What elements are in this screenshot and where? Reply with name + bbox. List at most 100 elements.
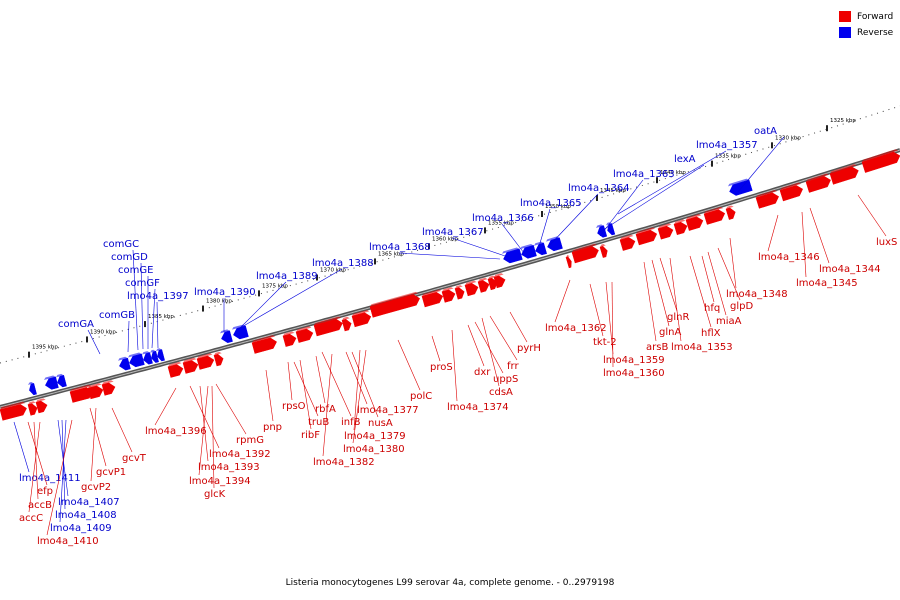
forward-gene-28: [635, 227, 658, 246]
reverse-gene-5-shade: [142, 351, 150, 355]
label-leader-above: [537, 208, 551, 251]
forward-gene-0-arrow: [0, 404, 27, 421]
gene-label-lmo4a_1363: lmo4a_1363: [613, 169, 675, 180]
forward-gene-15: [351, 309, 372, 328]
label-leader-below: [717, 247, 741, 301]
forward-gene-36: [805, 173, 831, 193]
gene-label-gcvP1: gcvP1: [96, 467, 126, 478]
forward-gene-31: [685, 214, 704, 231]
genome-backbone-highlight: [0, 149, 900, 408]
ruler-label: 1360 kbp: [432, 236, 458, 242]
forward-gene-16-arrow: [369, 294, 420, 318]
forward-gene-15-arrow: [351, 312, 372, 328]
gene-label-luxS: luxS: [876, 237, 897, 248]
forward-gene-14-arrow: [341, 318, 352, 332]
forward-gene-9: [213, 351, 224, 367]
forward-gene-0: [0, 401, 27, 421]
forward-gene-21-arrow: [477, 280, 490, 293]
reverse-gene-11-arrow: [521, 245, 537, 259]
forward-gene-5-shade: [102, 380, 114, 385]
legend-reverse: Reverse: [839, 25, 893, 40]
forward-gene-8-arrow: [196, 355, 215, 370]
gene-label-lmo4a_1374: lmo4a_1374: [447, 402, 509, 413]
ruler-label: 1385 kbp: [148, 314, 174, 320]
label-leader-below: [689, 255, 712, 328]
forward-gene-4-shade: [88, 383, 102, 389]
label-leader-below: [265, 369, 274, 422]
gene-label-lmo4a_1397: lmo4a_1397: [127, 291, 189, 302]
forward-gene-31-shade: [686, 214, 702, 220]
forward-gene-27: [619, 234, 636, 251]
forward-gene-20: [464, 280, 479, 297]
reverse-gene-8-shade: [220, 329, 230, 334]
gene-label-rpsO: rpsO: [282, 401, 306, 412]
label-leader-below: [154, 387, 177, 426]
gene-label-lexA: lexA: [674, 154, 696, 165]
gene-label-glcK: glcK: [204, 489, 226, 500]
genome-caption: Listeria monocytogenes L99 serovar 4a, c…: [285, 578, 615, 588]
forward-gene-3: [69, 384, 94, 403]
gene-label-glnA: glnA: [659, 327, 681, 338]
label-leader-below: [13, 421, 30, 473]
gene-label-lmo4a_1345: lmo4a_1345: [796, 278, 858, 289]
reverse-gene-0-shade: [28, 381, 34, 385]
ruler-label: 1340 kbp: [660, 170, 686, 176]
label-leader-below: [809, 207, 830, 264]
reverse-gene-7-shade: [156, 348, 162, 352]
label-leader-below: [451, 329, 458, 402]
forward-gene-28-shade: [636, 227, 656, 235]
reverse-swatch: [839, 27, 851, 38]
reverse-gene-1-shade: [44, 375, 56, 380]
ruler-label: 1350 kbp: [545, 204, 571, 210]
gene-label-lmo4a_1407: lmo4a_1407: [58, 497, 120, 508]
reverse-gene-4-arrow: [129, 353, 145, 368]
gene-label-proS: proS: [430, 362, 453, 373]
forward-gene-14: [341, 316, 352, 332]
gene-label-pyrH: pyrH: [517, 343, 541, 354]
ruler-label: 1335 kbp: [715, 154, 741, 160]
forward-gene-35-shade: [780, 182, 802, 191]
gene-label-lmo4a_1393: lmo4a_1393: [198, 462, 260, 473]
forward-gene-32: [703, 206, 726, 225]
forward-gene-18-shade: [442, 287, 454, 292]
forward-gene-22-shade: [488, 275, 496, 280]
reverse-gene-7: [156, 348, 165, 362]
label-leader-above: [140, 262, 144, 350]
gene-label-dxr: dxr: [474, 367, 491, 378]
forward-gene-32-shade: [704, 206, 724, 214]
gene-label-gcvT: gcvT: [122, 453, 147, 464]
reverse-gene-9: [232, 324, 249, 340]
gene-label-hfq: hfq: [704, 303, 720, 314]
forward-gene-24-arrow: [565, 256, 572, 269]
ruler-label: 1395 kbp: [32, 345, 58, 351]
forward-gene-12-arrow: [295, 328, 314, 343]
gene-label-comGC: comGC: [103, 239, 139, 250]
reverse-gene-11-shade: [520, 243, 534, 250]
forward-gene-27-arrow: [619, 237, 636, 251]
label-leader-above: [239, 268, 343, 329]
forward-gene-20-shade: [465, 280, 477, 286]
forward-gene-35: [779, 182, 803, 202]
reverse-gene-16-shade: [728, 178, 750, 187]
ruler-label: 1330 kbp: [775, 135, 801, 141]
label-leader-above: [737, 136, 785, 193]
forward-gene-25-shade: [572, 243, 597, 253]
forward-gene-2-shade: [36, 398, 46, 403]
forward-gene-26-arrow: [599, 245, 608, 258]
gene-label-lmo4a_1411: lmo4a_1411: [19, 473, 81, 484]
label-leader-below: [351, 351, 379, 418]
label-leader-below: [321, 351, 352, 417]
forward-gene-28-arrow: [635, 229, 658, 246]
forward-gene-4: [87, 383, 104, 400]
label-leader-below: [554, 279, 571, 323]
label-leader-below: [353, 349, 361, 431]
legend-forward-label: Forward: [857, 11, 894, 22]
forward-gene-23-arrow: [493, 275, 506, 289]
label-leader-below: [801, 211, 807, 278]
gene-label-accC: accC: [19, 513, 43, 524]
gene-label-polC: polC: [410, 391, 432, 402]
forward-gene-25: [571, 243, 599, 264]
forward-gene-5: [101, 380, 116, 396]
reverse-gene-15: [606, 222, 616, 236]
reverse-gene-15-arrow: [607, 223, 616, 236]
